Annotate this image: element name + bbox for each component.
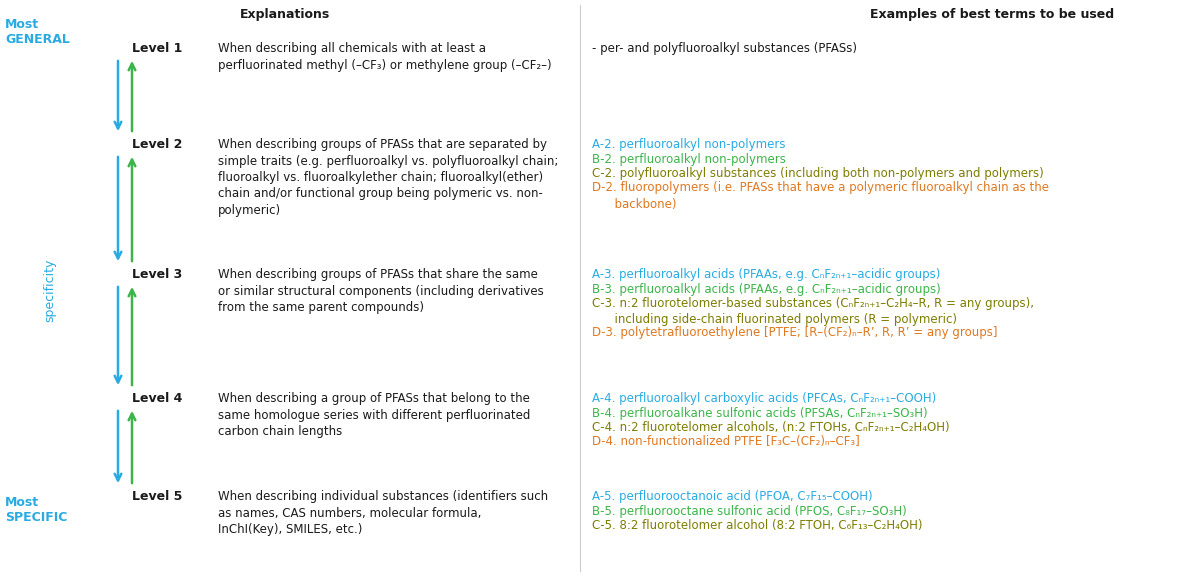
Text: B-4. perfluoroalkane sulfonic acids (PFSAs, CₙF₂ₙ₊₁–SO₃H): B-4. perfluoroalkane sulfonic acids (PFS… [592, 407, 928, 419]
Text: A-4. perfluoroalkyl carboxylic acids (PFCAs, CₙF₂ₙ₊₁–COOH): A-4. perfluoroalkyl carboxylic acids (PF… [592, 392, 936, 405]
Text: Level 1: Level 1 [132, 42, 182, 55]
Text: A-2. perfluoroalkyl non-polymers: A-2. perfluoroalkyl non-polymers [592, 138, 786, 151]
Text: GENERAL: GENERAL [5, 33, 70, 46]
Text: B-2. perfluoroalkyl non-polymers: B-2. perfluoroalkyl non-polymers [592, 153, 786, 165]
Text: C-5. 8:2 fluorotelomer alcohol (8:2 FTOH, C₆F₁₃–C₂H₄OH): C-5. 8:2 fluorotelomer alcohol (8:2 FTOH… [592, 519, 923, 532]
Text: Level 4: Level 4 [132, 392, 182, 405]
Text: Level 3: Level 3 [132, 268, 182, 281]
Text: Most: Most [5, 496, 40, 509]
Text: When describing all chemicals with at least a
perfluorinated methyl (–CF₃) or me: When describing all chemicals with at le… [218, 42, 552, 71]
Text: - per- and polyfluoroalkyl substances (PFASs): - per- and polyfluoroalkyl substances (P… [592, 42, 857, 55]
Text: SPECIFIC: SPECIFIC [5, 511, 67, 524]
Text: Explanations: Explanations [240, 8, 330, 21]
Text: D-2. fluoropolymers (i.e. PFASs that have a polymeric fluoroalkyl chain as the
 : D-2. fluoropolymers (i.e. PFASs that hav… [592, 181, 1049, 211]
Text: When describing groups of PFASs that are separated by
simple traits (e.g. perflu: When describing groups of PFASs that are… [218, 138, 558, 217]
Text: C-2. polyfluoroalkyl substances (including both non-polymers and polymers): C-2. polyfluoroalkyl substances (includi… [592, 167, 1044, 180]
Text: C-4. n:2 fluorotelomer alcohols, (n:2 FTOHs, CₙF₂ₙ₊₁–C₂H₄OH): C-4. n:2 fluorotelomer alcohols, (n:2 FT… [592, 421, 949, 434]
Text: Level 2: Level 2 [132, 138, 182, 151]
Text: C-3. n:2 fluorotelomer-based substances (CₙF₂ₙ₊₁–C₂H₄–R, R = any groups),
      : C-3. n:2 fluorotelomer-based substances … [592, 297, 1034, 327]
Text: specificity: specificity [43, 258, 56, 321]
Text: B-3. perfluoroalkyl acids (PFAAs, e.g. CₙF₂ₙ₊₁–acidic groups): B-3. perfluoroalkyl acids (PFAAs, e.g. C… [592, 282, 941, 295]
Text: B-5. perfluorooctane sulfonic acid (PFOS, C₈F₁₇–SO₃H): B-5. perfluorooctane sulfonic acid (PFOS… [592, 505, 907, 517]
Text: When describing groups of PFASs that share the same
or similar structural compon: When describing groups of PFASs that sha… [218, 268, 544, 314]
Text: D-3. polytetrafluoroethylene [PTFE; [R–(CF₂)ₙ–R’, R, R’ = any groups]: D-3. polytetrafluoroethylene [PTFE; [R–(… [592, 326, 997, 339]
Text: D-4. non-functionalized PTFE [F₃C–(CF₂)ₙ–CF₃]: D-4. non-functionalized PTFE [F₃C–(CF₂)ₙ… [592, 435, 859, 449]
Text: When describing a group of PFASs that belong to the
same homologue series with d: When describing a group of PFASs that be… [218, 392, 530, 438]
Text: When describing individual substances (identifiers such
as names, CAS numbers, m: When describing individual substances (i… [218, 490, 548, 536]
Text: Level 5: Level 5 [132, 490, 182, 503]
Text: Most: Most [5, 18, 40, 31]
Text: A-5. perfluorooctanoic acid (PFOA, C₇F₁₅–COOH): A-5. perfluorooctanoic acid (PFOA, C₇F₁₅… [592, 490, 872, 503]
Text: Examples of best terms to be used: Examples of best terms to be used [870, 8, 1114, 21]
Text: A-3. perfluoroalkyl acids (PFAAs, e.g. CₙF₂ₙ₊₁–acidic groups): A-3. perfluoroalkyl acids (PFAAs, e.g. C… [592, 268, 941, 281]
